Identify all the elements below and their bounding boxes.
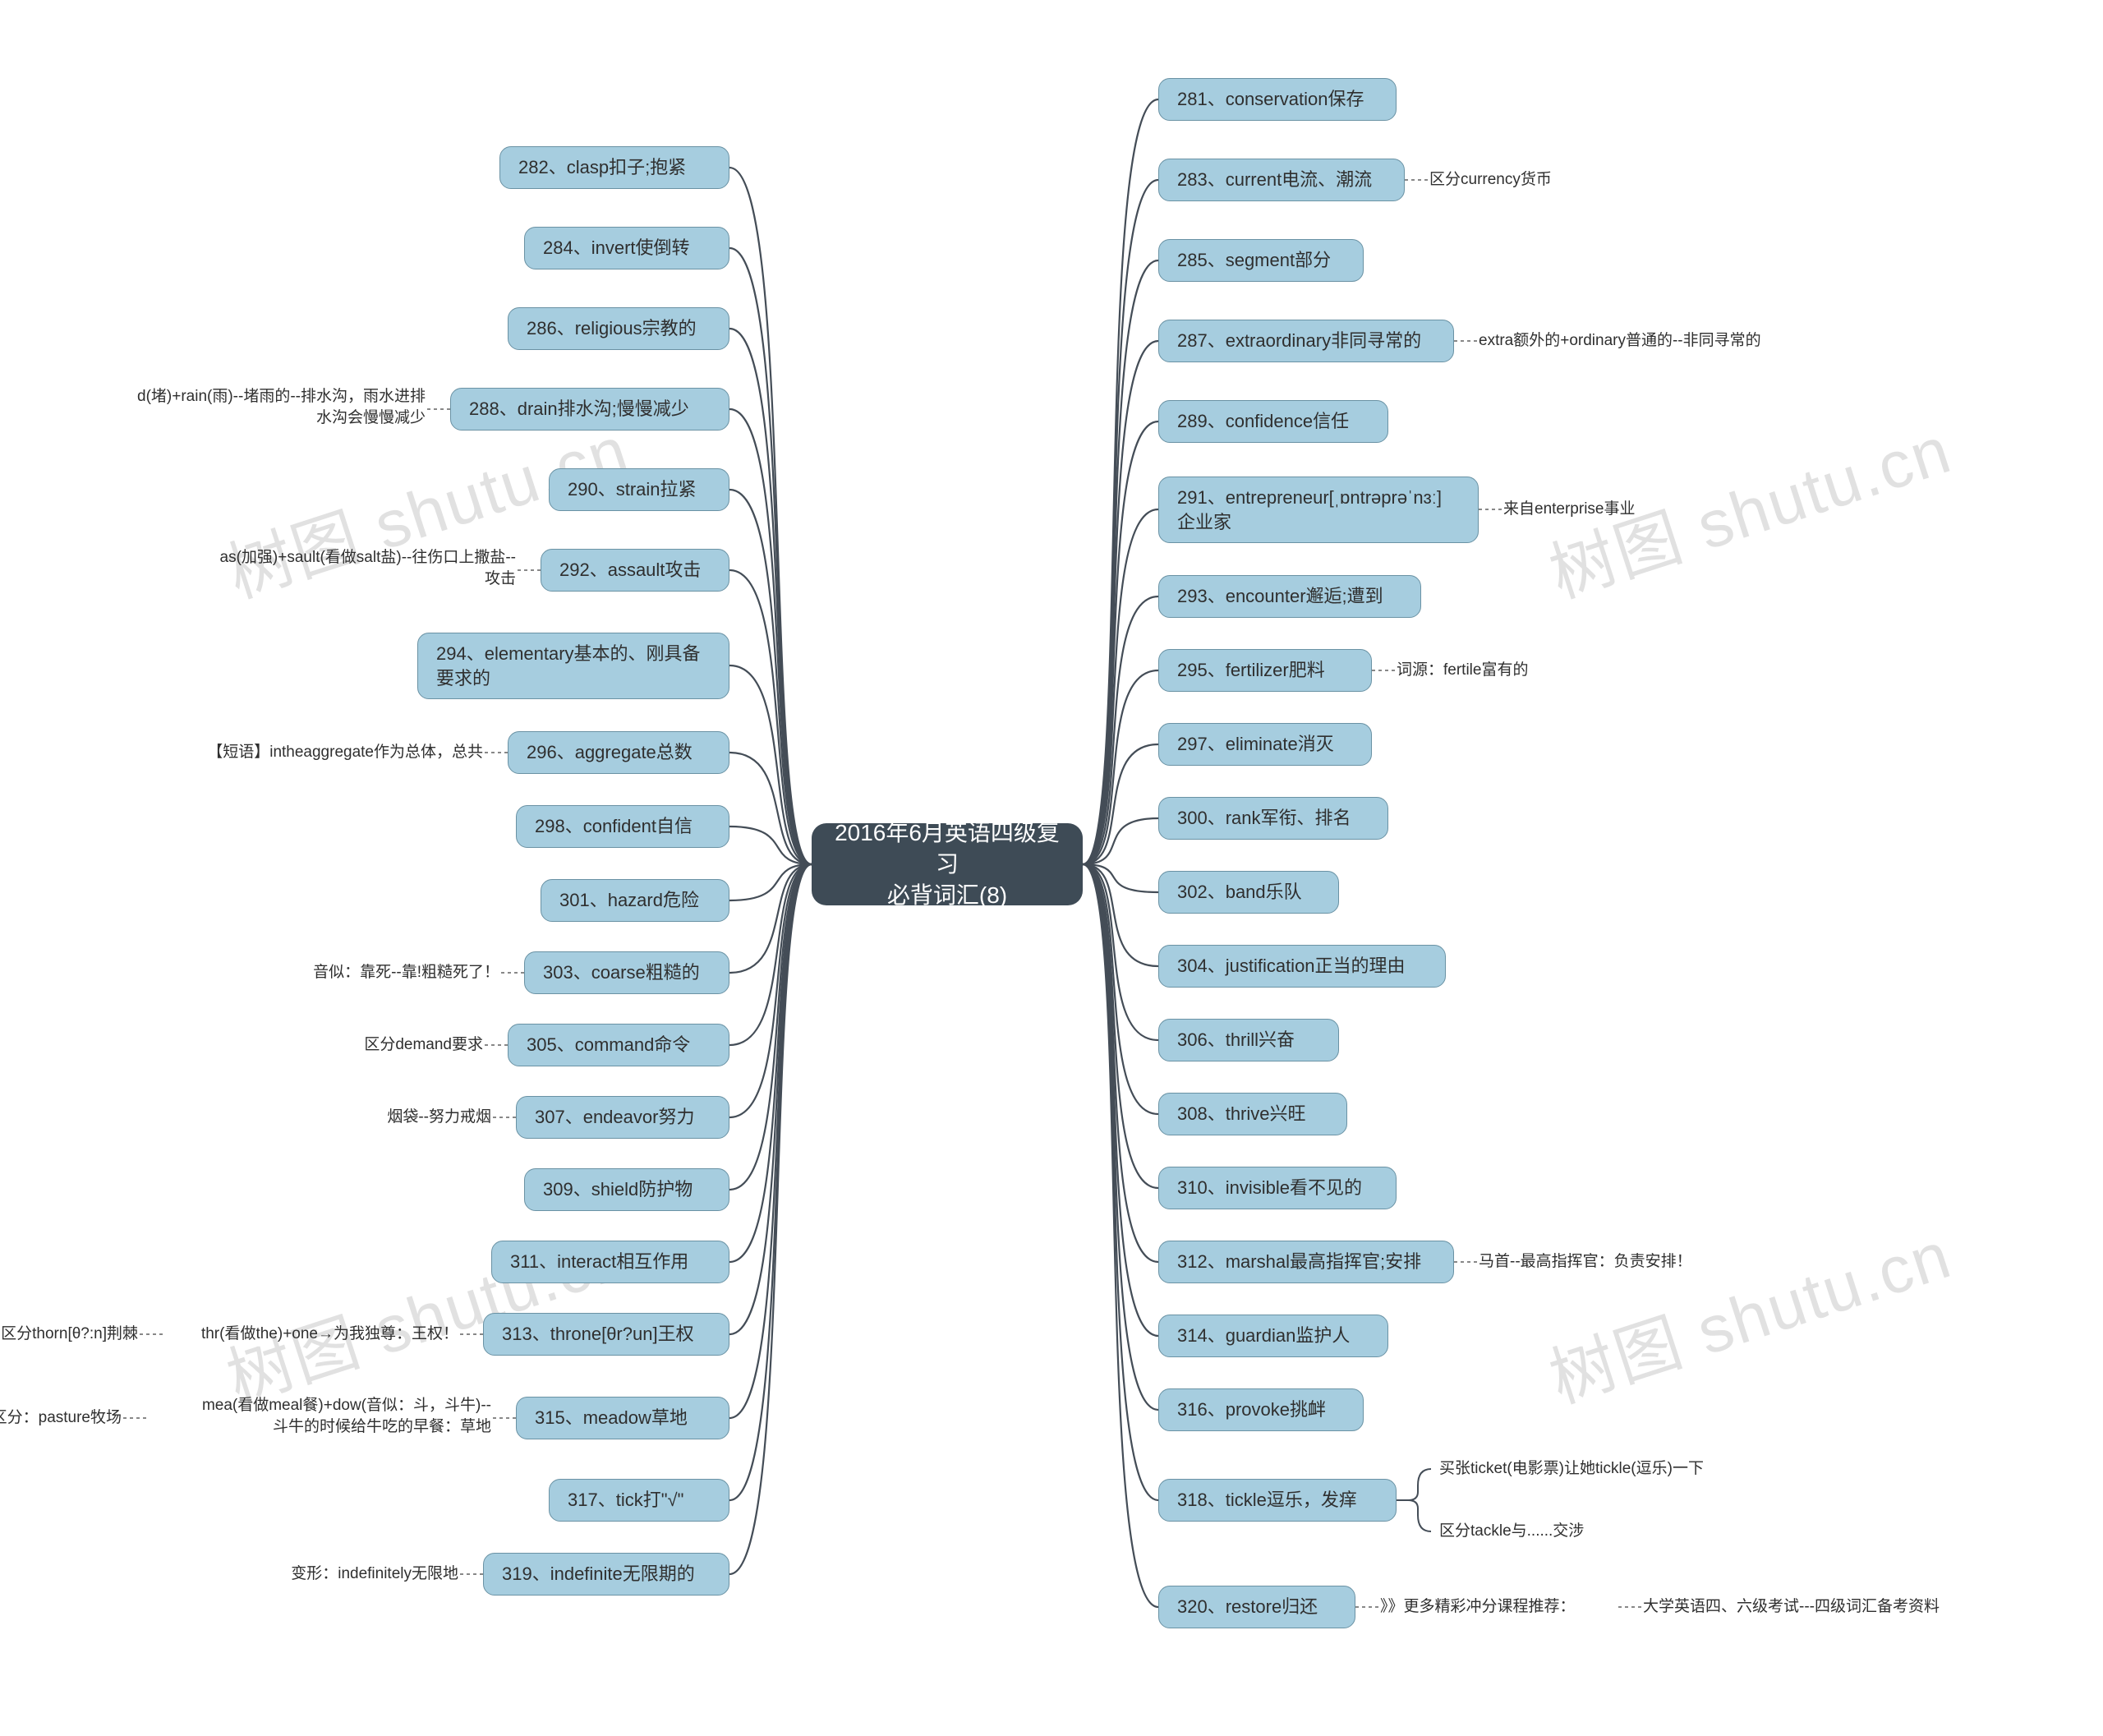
vocab-node[interactable]: 294、elementary基本的、刚具备要求的: [417, 633, 729, 699]
vocab-node[interactable]: 290、strain拉紧: [549, 468, 729, 511]
vocab-node[interactable]: 284、invert使倒转: [524, 227, 729, 269]
vocab-node[interactable]: 309、shield防护物: [524, 1168, 729, 1211]
watermark: 树图 shutu.cn: [214, 1202, 639, 1421]
vocab-node[interactable]: 281、conservation保存: [1158, 78, 1397, 121]
vocab-note: extra额外的+ordinary普通的--非同寻常的: [1479, 330, 1815, 352]
vocab-node[interactable]: 298、confident自信: [516, 805, 729, 848]
vocab-node[interactable]: 289、confidence信任: [1158, 400, 1388, 443]
vocab-note: 买张ticket(电影票)让她tickle(逗乐)一下: [1439, 1458, 1768, 1480]
vocab-node[interactable]: 315、meadow草地: [516, 1397, 729, 1439]
vocab-note: mea(看做meal餐)+dow(音似：斗，斗牛)--斗牛的时候给牛吃的早餐：草…: [146, 1395, 491, 1437]
vocab-note: 区分tackle与......交涉: [1439, 1521, 1628, 1542]
vocab-node[interactable]: 314、guardian监护人: [1158, 1315, 1388, 1357]
watermark: 树图 shutu.cn: [1536, 1202, 1962, 1421]
vocab-node[interactable]: 312、marshal最高指挥官;安排: [1158, 1241, 1454, 1283]
vocab-note: 》》更多精彩冲分课程推荐：: [1380, 1596, 1618, 1618]
vocab-node[interactable]: 285、segment部分: [1158, 239, 1364, 282]
vocab-node[interactable]: 293、encounter邂逅;遭到: [1158, 575, 1421, 618]
vocab-note: 烟袋--努力戒烟: [360, 1107, 491, 1128]
center-node[interactable]: 2016年6月英语四级复习必背词汇(8): [812, 823, 1083, 905]
vocab-node[interactable]: 304、justification正当的理由: [1158, 945, 1446, 988]
vocab-node[interactable]: 319、indefinite无限期的: [483, 1553, 729, 1596]
vocab-note: 区分demand要求: [335, 1034, 483, 1056]
vocab-note: 大学英语四、六级考试---四级词汇备考资料: [1643, 1596, 1996, 1618]
vocab-node[interactable]: 317、tick打"√": [549, 1479, 729, 1522]
vocab-node[interactable]: 301、hazard危险: [541, 879, 729, 922]
vocab-note-extra: 区分thorn[θ?:n]荆棘: [0, 1324, 138, 1345]
vocab-note: d(堵)+rain(雨)--堵雨的--排水沟，雨水进排水沟会慢慢减少: [72, 386, 426, 428]
vocab-node[interactable]: 303、coarse粗糙的: [524, 951, 729, 994]
vocab-note: 马首--最高指挥官：负责安排！: [1479, 1251, 1725, 1273]
vocab-note: 变形：indefinitely无限地: [253, 1563, 458, 1585]
vocab-node[interactable]: 302、band乐队: [1158, 871, 1339, 914]
vocab-note: 区分currency货币: [1429, 169, 1577, 191]
vocab-note: 【短语】intheaggregate作为总体，总共: [154, 742, 483, 763]
vocab-node[interactable]: 291、entrepreneur[ˌɒntrəprəˈnɜː]企业家: [1158, 477, 1479, 543]
vocab-node[interactable]: 305、command命令: [508, 1024, 729, 1066]
vocab-note: thr(看做the)+one→为我独尊：王权！: [163, 1324, 458, 1345]
mindmap-stage: 树图 shutu.cn树图 shutu.cn树图 shutu.cn树图 shut…: [0, 0, 2103, 1736]
vocab-note: 词源：fertile富有的: [1397, 660, 1569, 681]
vocab-node[interactable]: 308、thrive兴旺: [1158, 1093, 1347, 1135]
vocab-node[interactable]: 313、throne[θr?un]王权: [483, 1313, 729, 1356]
vocab-node[interactable]: 307、endeavor努力: [516, 1096, 729, 1139]
vocab-node[interactable]: 283、current电流、潮流: [1158, 159, 1405, 201]
vocab-node[interactable]: 316、provoke挑衅: [1158, 1388, 1364, 1431]
vocab-node[interactable]: 282、clasp扣子;抱紧: [499, 146, 729, 189]
vocab-node[interactable]: 311、interact相互作用: [491, 1241, 729, 1283]
vocab-node[interactable]: 320、restore归还: [1158, 1586, 1355, 1628]
vocab-node[interactable]: 296、aggregate总数: [508, 731, 729, 774]
vocab-node[interactable]: 318、tickle逗乐，发痒: [1158, 1479, 1397, 1522]
vocab-node[interactable]: 300、rank军衔、排名: [1158, 797, 1388, 840]
vocab-node[interactable]: 310、invisible看不见的: [1158, 1167, 1397, 1209]
vocab-node[interactable]: 295、fertilizer肥料: [1158, 649, 1372, 692]
vocab-node[interactable]: 306、thrill兴奋: [1158, 1019, 1339, 1061]
vocab-node[interactable]: 287、extraordinary非同寻常的: [1158, 320, 1454, 362]
vocab-note: 音似：靠死--靠!粗糙死了！: [269, 962, 499, 983]
vocab-node[interactable]: 288、drain排水沟;慢慢减少: [450, 388, 729, 431]
vocab-node[interactable]: 292、assault攻击: [541, 549, 729, 592]
vocab-note-extra: 区分：pasture牧场: [0, 1407, 122, 1429]
vocab-note: 来自enterprise事业: [1503, 499, 1668, 520]
vocab-node[interactable]: 297、eliminate消灭: [1158, 723, 1372, 766]
vocab-node[interactable]: 286、religious宗教的: [508, 307, 729, 350]
vocab-note: as(加强)+sault(看做salt盐)--往伤口上撒盐--攻击: [154, 547, 516, 589]
